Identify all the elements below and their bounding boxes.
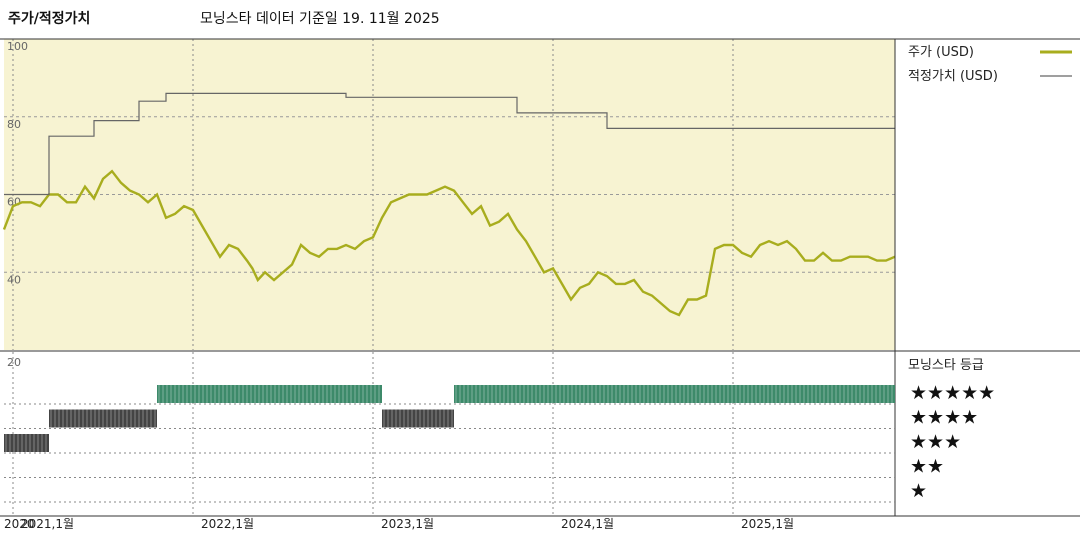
rating-panel-title: 모닝스타 등급 (908, 358, 984, 373)
x-tick-label: 2022,1월 (201, 517, 254, 531)
rating-level-stars: ★★★★ (910, 407, 978, 429)
fair-value-line (4, 92, 895, 196)
x-tick-label: 2021,1월 (21, 517, 74, 531)
rating-bar (4, 434, 49, 452)
y-tick-label: 80 (7, 118, 21, 131)
price-line (2, 169, 896, 317)
rating-level-stars: ★★ (910, 456, 944, 478)
legend-label: 주가 (USD) (908, 45, 974, 60)
x-tick-label: 2020 (4, 517, 35, 531)
rating-bar (382, 409, 454, 428)
rating-bar (454, 385, 895, 403)
x-tick-label: 2023,1월 (381, 517, 434, 531)
rating-level-stars: ★ (910, 480, 927, 502)
y-tick-label: 40 (7, 273, 21, 286)
rating-bar (157, 385, 382, 403)
data-date-caption: 모닝스타 데이터 기준일 19. 11월 2025 (200, 11, 440, 27)
y-tick-label: 100 (7, 40, 28, 53)
x-tick-label: 2025,1월 (741, 517, 794, 531)
legend-label: 적정가치 (USD) (908, 69, 998, 84)
rating-axis-label: 20 (7, 356, 21, 369)
rating-level-stars: ★★★ (910, 431, 961, 453)
rating-level-stars: ★★★★★ (910, 382, 995, 404)
rating-bar (49, 409, 157, 428)
chart-title: 주가/적정가치 (8, 11, 91, 27)
x-tick-label: 2024,1월 (561, 517, 614, 531)
